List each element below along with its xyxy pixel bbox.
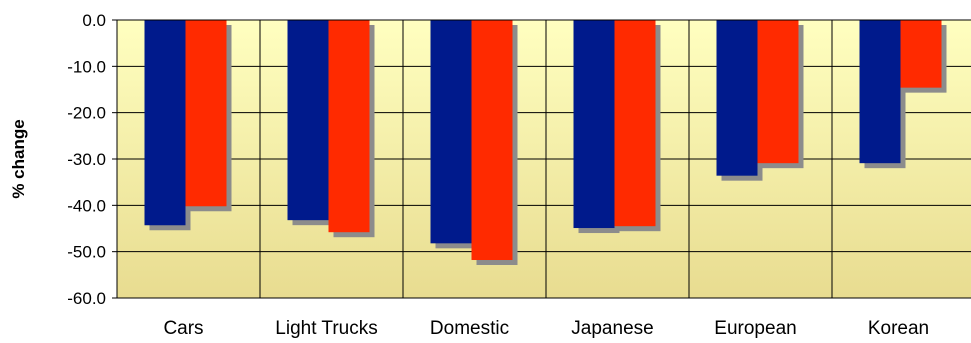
x-tick-label-1: Light Trucks: [275, 318, 377, 339]
bar-0-0: [144, 20, 186, 226]
bar-5-0: [859, 20, 901, 164]
y-axis-title: % change: [9, 119, 28, 198]
bar-2-1: [471, 20, 513, 261]
bar-1-1: [328, 20, 370, 233]
bar-1-0: [287, 20, 329, 221]
bar-4-0: [716, 20, 758, 176]
y-tick-label-0: 0.0: [82, 11, 106, 30]
bar-4-1: [757, 20, 799, 164]
x-tick-label-2: Domestic: [430, 318, 509, 339]
y-tick-label-5: -50.0: [67, 243, 106, 262]
x-tick-label-3: Japanese: [571, 318, 653, 339]
y-tick-label-6: -60.0: [67, 289, 106, 308]
x-tick-label-4: European: [714, 318, 796, 339]
x-tick-label-0: Cars: [163, 318, 203, 339]
x-axis-labels: Cars Light Trucks Domestic Japanese European…: [163, 318, 929, 339]
bar-2-0: [430, 20, 472, 244]
y-tick-label-4: -40.0: [67, 196, 106, 215]
y-tick-label-1: -10.0: [67, 57, 106, 76]
bar-0-1: [185, 20, 227, 207]
y-tick-label-2: -20.0: [67, 104, 106, 123]
bar-3-1: [614, 20, 656, 227]
y-axis-ticks: 0.0 -10.0 -20.0 -30.0 -40.0 -50.0 -60.0: [67, 11, 117, 308]
bars: [144, 20, 947, 266]
y-tick-label-3: -30.0: [67, 150, 106, 169]
bar-5-1: [900, 20, 942, 88]
x-tick-label-5: Korean: [868, 318, 929, 339]
bar-3-0: [573, 20, 615, 229]
